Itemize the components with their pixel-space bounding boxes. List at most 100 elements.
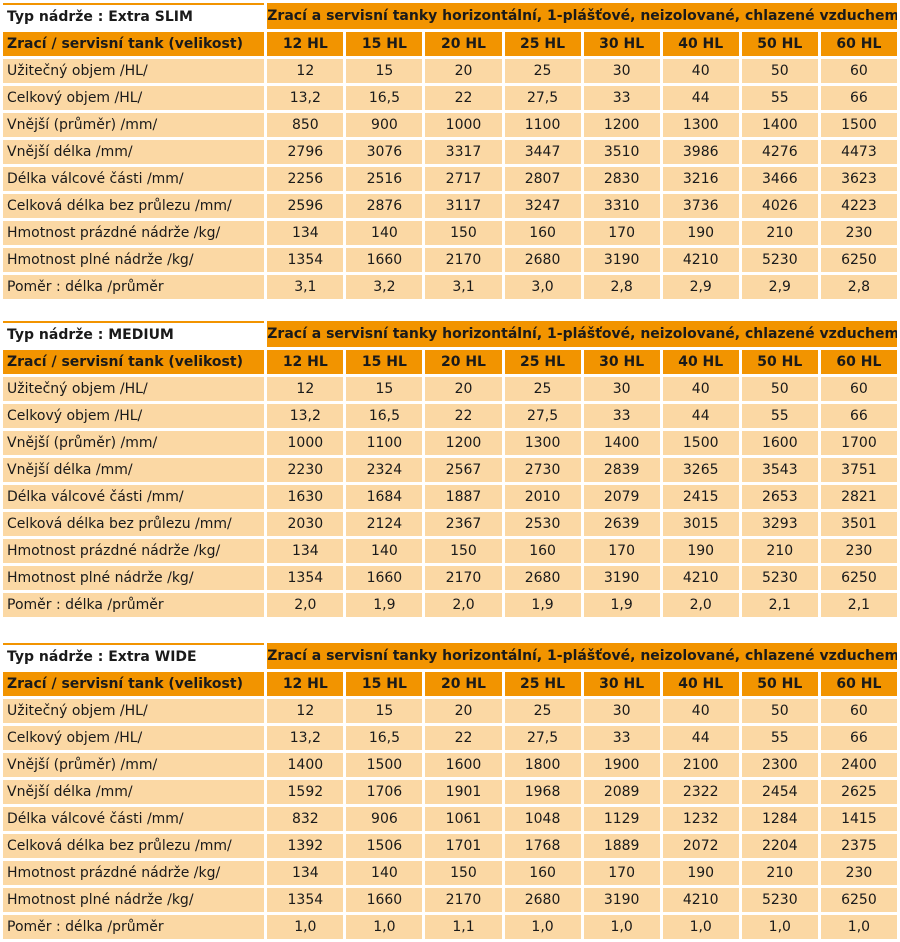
tank-spec-table-extra-slim: Typ nádrže : Extra SLIM Zrací a servisní … [0,0,900,302]
row-label: Hmotnost plné nádrže /kg/ [3,248,265,272]
table-cell: 1768 [504,834,581,858]
table-cell: 66 [820,86,897,110]
table-cell: 1,0 [662,915,739,939]
table-cell: 1048 [504,807,581,831]
size-column-header: 20 HL [425,672,502,696]
table-cell: 1354 [267,248,344,272]
table-cell: 25 [504,59,581,83]
table-cell: 3190 [583,248,660,272]
table-row: Délka válcové části /mm/1630 1684 1887 2010… [3,485,897,509]
table-cell: 4223 [820,194,897,218]
table-cell: 2530 [504,512,581,536]
table-cell: 2596 [267,194,344,218]
table-cell: 1232 [662,807,739,831]
table-cell: 20 [425,377,502,401]
size-header-row: Zrací / servisní tank (velikost) 12 HL 15 … [3,672,897,696]
table-cell: 150 [425,221,502,245]
table-cell: 1500 [820,113,897,137]
table-row: Celkový objem /HL/13,2 16,5 22 27,5 33 44 55 66 [3,86,897,110]
table-cell: 140 [346,539,423,563]
row-label: Užitečný objem /HL/ [3,59,265,83]
table-cell: 2072 [662,834,739,858]
size-column-header: 50 HL [741,672,818,696]
tank-type-label: Typ nádrže : Extra SLIM [3,3,265,29]
table-cell: 2454 [741,780,818,804]
table-cell: 2,1 [741,593,818,617]
table-cell: 44 [662,86,739,110]
table-cell: 1684 [346,485,423,509]
table-cell: 2324 [346,458,423,482]
table-cell: 2,0 [662,593,739,617]
table-cell: 2625 [820,780,897,804]
row-label: Užitečný objem /HL/ [3,699,265,723]
table-cell: 1889 [583,834,660,858]
table-cell: 1,9 [346,593,423,617]
table-cell: 3310 [583,194,660,218]
table-row: Celková délka bez průlezu /mm/2596 2876 31… [3,194,897,218]
table-cell: 170 [583,221,660,245]
tank-spec-table-extra-wide: Typ nádrže : Extra WIDE Zrací a servisní … [0,640,900,942]
table-cell: 2204 [741,834,818,858]
tank-type-label: Typ nádrže : MEDIUM [3,321,265,347]
table-cell: 160 [504,539,581,563]
table-cell: 210 [741,861,818,885]
table-cell: 2,8 [583,275,660,299]
table-cell: 15 [346,59,423,83]
table-cell: 210 [741,539,818,563]
table-cell: 3,0 [504,275,581,299]
row-label: Hmotnost plné nádrže /kg/ [3,566,265,590]
table-cell: 4210 [662,248,739,272]
size-column-header: 50 HL [741,32,818,56]
table-cell: 22 [425,86,502,110]
table-cell: 1392 [267,834,344,858]
table-cell: 1,0 [741,915,818,939]
table-row: Vnější (průměr) /mm/1000 1100 1200 1300 1400… [3,431,897,455]
table-cell: 4473 [820,140,897,164]
table-cell: 3736 [662,194,739,218]
tank-description-header: Zrací a servisní tanky horizontální, 1-p… [267,3,897,29]
table-row: Užitečný objem /HL/12 15 20 25 30 40 50 60 [3,699,897,723]
size-header-label: Zrací / servisní tank (velikost) [3,32,265,56]
table-row: Vnější délka /mm/2796 3076 3317 3447 3510 398… [3,140,897,164]
table-cell: 2010 [504,485,581,509]
row-label: Celkový objem /HL/ [3,86,265,110]
table-cell: 230 [820,221,897,245]
table-cell: 2,1 [820,593,897,617]
table-row: Hmotnost plné nádrže /kg/1354 1660 2170 268… [3,248,897,272]
row-label: Délka válcové části /mm/ [3,485,265,509]
table-cell: 134 [267,221,344,245]
row-label: Hmotnost prázdné nádrže /kg/ [3,861,265,885]
table-cell: 1660 [346,566,423,590]
table-cell: 2322 [662,780,739,804]
table-cell: 40 [662,699,739,723]
table-cell: 3190 [583,566,660,590]
table-cell: 190 [662,539,739,563]
table-cell: 13,2 [267,86,344,110]
table-cell: 2680 [504,566,581,590]
table-cell: 3510 [583,140,660,164]
table-cell: 2375 [820,834,897,858]
tank-type-label: Typ nádrže : Extra WIDE [3,643,265,669]
table-cell: 2100 [662,753,739,777]
table-cell: 1660 [346,248,423,272]
table-row: Hmotnost prázdné nádrže /kg/134 140 150 160… [3,221,897,245]
size-header-row: Zrací / servisní tank (velikost) 12 HL 15 … [3,32,897,56]
table-cell: 4210 [662,888,739,912]
table-cell: 20 [425,699,502,723]
row-label: Vnější délka /mm/ [3,458,265,482]
table-cell: 33 [583,726,660,750]
size-column-header: 40 HL [662,32,739,56]
table-cell: 2,8 [820,275,897,299]
table-cell: 2839 [583,458,660,482]
size-column-header: 50 HL [741,350,818,374]
table-row: Délka válcové části /mm/832 906 1061 1048 11… [3,807,897,831]
table-cell: 60 [820,699,897,723]
table-cell: 3293 [741,512,818,536]
table-title-row: Typ nádrže : Extra WIDE Zrací a servisní … [3,643,897,669]
table-row: Hmotnost prázdné nádrže /kg/134 140 150 160… [3,539,897,563]
row-label: Hmotnost prázdné nádrže /kg/ [3,221,265,245]
table-cell: 3247 [504,194,581,218]
table-cell: 16,5 [346,726,423,750]
table-cell: 2170 [425,888,502,912]
size-column-header: 30 HL [583,32,660,56]
